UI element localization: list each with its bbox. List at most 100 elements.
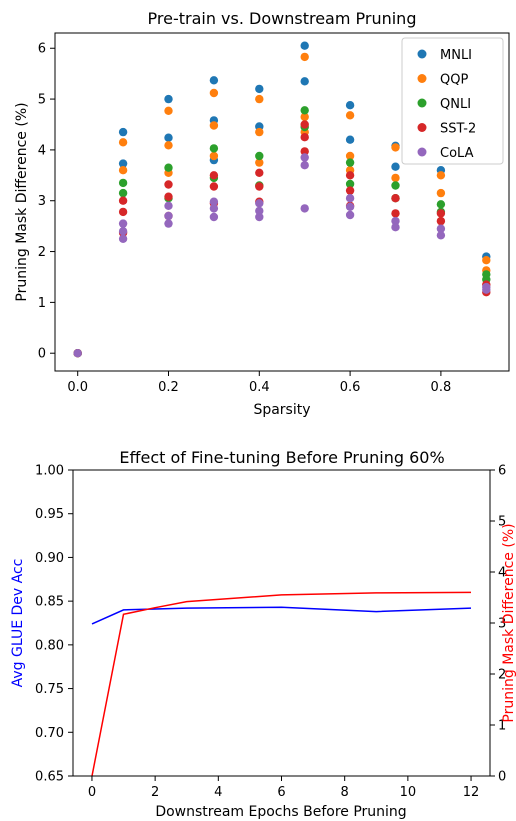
scatter-point-mnli (300, 77, 309, 86)
scatter-point-qqp (436, 188, 446, 198)
scatter-point-sst-2 (118, 207, 128, 217)
scatter-point-cola (73, 349, 82, 358)
scatter-point-cola (209, 197, 219, 206)
x-tick-label: 4 (214, 785, 222, 800)
x-tick-label: 0.2 (158, 380, 179, 395)
x-tick-label: 0.8 (431, 380, 452, 395)
scatter-point-cola (255, 206, 264, 216)
scatter-point-qnli (391, 181, 400, 190)
scatter-point-qqp (300, 112, 309, 122)
scatter-point-cola (300, 161, 309, 170)
chart1-plot-frame (54, 32, 510, 372)
scatter-point-sst-2 (436, 216, 446, 226)
scatter-point-sst-2 (436, 209, 446, 218)
x-tick-label: 10 (400, 785, 417, 800)
scatter-point-qqp (300, 52, 309, 62)
scatter-point-qqp (391, 173, 400, 183)
mask-difference-line (91, 591, 472, 777)
scatter-point-qnli (345, 158, 355, 167)
left-y-tick-label: 0.70 (35, 726, 64, 741)
legend-marker-qqp (417, 74, 427, 83)
scatter-point-mnli (300, 41, 309, 50)
chart1-y-axis-label: Pruning Mask Difference (%) (14, 102, 30, 301)
legend-marker-sst-2 (417, 123, 427, 132)
scatter-point-mnli (255, 84, 264, 94)
x-tick-label: 12 (463, 785, 480, 800)
scatter-point-sst-2 (255, 182, 264, 191)
right-y-tick-label: 3 (498, 617, 506, 632)
x-tick-label: 6 (277, 785, 285, 800)
scatter-point-sst-2 (255, 168, 264, 177)
left-y-tick-label: 0.95 (35, 507, 64, 522)
legend-marker-qnli (417, 98, 427, 108)
scatter-point-cola (118, 227, 128, 236)
left-y-tick-label: 0.85 (35, 595, 64, 610)
legend-marker-mnli (417, 49, 427, 59)
scatter-point-qnli (209, 144, 219, 153)
right-y-tick-label: 0 (498, 770, 506, 785)
chart1-title: Pre-train vs. Downstream Pruning (148, 9, 417, 28)
left-y-tick-label: 0.80 (35, 638, 64, 653)
x-tick-label: 0.4 (249, 380, 270, 395)
chart2-right-y-axis-label: Pruning Mask Difference (%) (501, 523, 516, 722)
scatter-point-sst-2 (345, 171, 355, 180)
right-y-tick-label: 6 (498, 464, 506, 479)
right-y-tick-label: 4 (498, 566, 506, 581)
y-tick-label: 4 (38, 143, 46, 158)
scatter-point-mnli (164, 133, 173, 142)
x-tick-label: 8 (341, 785, 349, 800)
scatter-point-cola (118, 219, 128, 228)
scatter-point-sst-2 (391, 194, 400, 203)
scatter-point-qqp (436, 171, 446, 180)
dual-axis-line-chart: Effect of Fine-tuning Before Pruning 60%… (10, 448, 516, 820)
scatter-point-qnli (436, 200, 446, 209)
scatter-point-qnli (255, 151, 264, 161)
scatter-point-cola (345, 202, 355, 211)
scatter-point-mnli (118, 127, 128, 137)
scatter-point-cola (118, 234, 128, 243)
scatter-chart: Pre-train vs. Downstream Pruning 0.0 0.2 0… (14, 9, 510, 418)
right-y-tick-label: 5 (498, 515, 506, 530)
right-y-tick-label: 2 (498, 668, 506, 683)
scatter-point-sst-2 (164, 180, 173, 189)
scatter-point-cola (436, 224, 446, 233)
scatter-point-sst-2 (391, 209, 400, 218)
x-tick-label: 0.0 (67, 380, 88, 395)
chart2-title: Effect of Fine-tuning Before Pruning 60% (119, 448, 444, 467)
scatter-point-sst-2 (164, 192, 173, 201)
scatter-point-qqp (345, 151, 355, 161)
chart2-left-y-axis-label: Avg GLUE Dev Acc (10, 559, 26, 688)
chart1-x-axis-label: Sparsity (253, 402, 310, 418)
y-tick-label: 0 (38, 347, 46, 362)
scatter-point-sst-2 (118, 196, 128, 205)
scatter-point-sst-2 (300, 120, 309, 129)
glue-accuracy-line (91, 606, 472, 625)
left-y-tick-label: 0.65 (35, 770, 64, 785)
left-y-tick-label: 0.90 (35, 551, 64, 566)
chart2-x-axis-label: Downstream Epochs Before Pruning (155, 804, 406, 820)
scatter-point-qqp (164, 141, 173, 150)
scatter-point-cola (164, 219, 173, 228)
scatter-point-mnli (345, 135, 355, 144)
scatter-point-qqp (209, 88, 219, 98)
left-y-tick-label: 0.75 (35, 682, 64, 697)
scatter-point-cola (391, 216, 400, 226)
y-tick-label: 2 (38, 245, 46, 260)
right-y-tick-label: 1 (498, 719, 506, 734)
left-y-tick-label: 1.00 (35, 464, 64, 479)
scatter-point-cola (164, 201, 173, 210)
legend-marker-cola (417, 147, 427, 157)
scatter-point-mnli (118, 159, 128, 168)
scatter-point-qnli (118, 178, 128, 188)
scatter-point-qnli (118, 188, 128, 198)
chart1-legend: MNLI QQP QNLI SST-2 CoLA (401, 37, 504, 165)
scatter-point-qqp (391, 143, 400, 152)
scatter-point-mnli (209, 76, 219, 85)
scatter-point-sst-2 (300, 147, 309, 156)
scatter-point-mnli (345, 101, 355, 110)
scatter-point-cola (482, 285, 491, 294)
scatter-point-sst-2 (345, 186, 355, 195)
legend-label-mnli: MNLI (440, 48, 472, 63)
scatter-point-cola (255, 212, 264, 222)
scatter-point-qqp (118, 138, 128, 147)
